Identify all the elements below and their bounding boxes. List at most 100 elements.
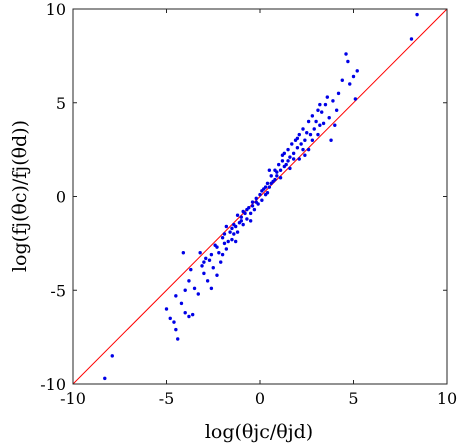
data-point (286, 147, 290, 152)
data-point (295, 136, 300, 141)
data-point (176, 337, 180, 341)
data-point (260, 198, 264, 202)
data-point (226, 239, 230, 244)
data-point (211, 266, 215, 270)
data-point (344, 52, 348, 56)
data-point (181, 251, 186, 255)
data-point (258, 192, 262, 197)
data-point (303, 138, 307, 142)
data-point (202, 260, 206, 264)
y-tick-label: 5 (56, 94, 66, 113)
data-point (336, 91, 341, 96)
data-point (224, 247, 229, 251)
data-point (174, 294, 178, 298)
data-point (232, 222, 236, 227)
data-point (278, 168, 283, 172)
data-point (230, 226, 234, 231)
data-point (286, 159, 290, 163)
data-point (204, 256, 208, 261)
y-axis-title: log(fj(θc)/fj(θd)) (9, 120, 31, 272)
data-point (308, 132, 313, 137)
data-point (299, 142, 303, 146)
data-point (228, 230, 232, 234)
data-point (192, 286, 197, 291)
data-point (252, 207, 257, 212)
data-point (209, 286, 214, 291)
data-point (312, 127, 316, 131)
data-point (190, 312, 195, 317)
data-point (183, 288, 187, 292)
data-point (215, 245, 219, 249)
tick-labels: -10 -5 0 5 10 -10 -5 0 5 10 (40, 0, 457, 408)
data-point (275, 170, 279, 174)
x-tick-label: -10 (60, 389, 86, 408)
data-point (179, 301, 184, 306)
data-point (288, 155, 292, 159)
data-point (267, 185, 272, 189)
data-point (267, 168, 272, 172)
data-point (187, 314, 191, 319)
data-point (209, 252, 214, 257)
data-point (277, 162, 281, 167)
data-point (222, 241, 227, 246)
data-point (233, 239, 238, 244)
data-point (187, 279, 191, 283)
x-axis-title: log(θjc/θjd) (205, 421, 313, 443)
data-point (200, 264, 204, 268)
y-tick-label: 10 (46, 0, 66, 19)
data-point (297, 157, 301, 161)
data-point (301, 127, 305, 131)
data-point (288, 166, 292, 171)
data-point (263, 185, 268, 189)
data-point (323, 102, 328, 107)
data-point (265, 181, 270, 186)
data-point (232, 232, 236, 236)
data-point (291, 151, 296, 156)
axes (72, 8, 448, 385)
reference-line (72, 8, 448, 385)
x-tick-label: 0 (255, 389, 265, 408)
y-tick-label: -10 (40, 375, 66, 394)
data-point (183, 311, 187, 315)
data-point (220, 252, 225, 257)
x-tick-label: 10 (437, 389, 457, 408)
data-point (168, 316, 172, 321)
data-point (303, 153, 307, 157)
data-point (348, 82, 352, 86)
data-point (207, 258, 212, 262)
data-point (174, 327, 178, 332)
data-point (205, 279, 210, 283)
data-point (282, 164, 287, 169)
data-point (273, 177, 277, 182)
data-point (353, 97, 358, 101)
data-point (291, 157, 296, 161)
data-point (265, 191, 270, 195)
data-point (297, 132, 301, 137)
data-point (310, 138, 315, 142)
data-point (306, 147, 311, 152)
data-point (415, 12, 419, 17)
x-tick-label: -5 (159, 389, 175, 408)
data-point (219, 260, 223, 264)
data-point (321, 121, 326, 126)
data-point (280, 159, 285, 163)
data-point (248, 219, 253, 223)
data-point (239, 215, 243, 219)
data-point (329, 138, 333, 142)
data-point (198, 251, 202, 255)
data-point (316, 132, 320, 137)
data-point (222, 232, 227, 236)
data-point (295, 146, 300, 150)
data-point (290, 142, 294, 146)
data-point (230, 237, 234, 242)
data-point (275, 174, 279, 178)
data-point (334, 108, 339, 112)
data-point (245, 207, 249, 212)
data-point (310, 114, 315, 118)
data-point (239, 219, 243, 223)
data-point (351, 74, 356, 79)
data-point (333, 123, 337, 127)
data-point (103, 376, 107, 381)
data-point (325, 95, 330, 99)
